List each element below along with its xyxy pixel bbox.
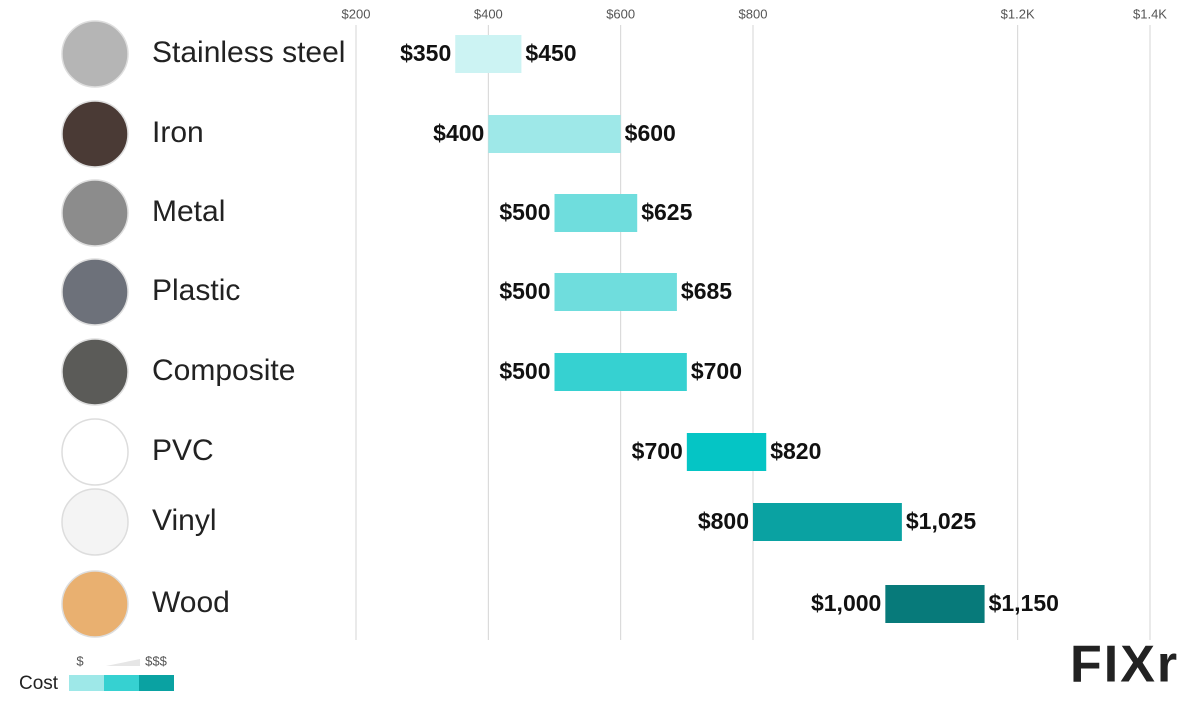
value-label: $1,025 — [906, 508, 977, 534]
material-icon — [61, 418, 129, 486]
x-tick-label: $1.2K — [1001, 6, 1035, 21]
value-label: $500 — [499, 199, 550, 225]
value-label: $400 — [433, 120, 484, 146]
legend-swatch — [104, 675, 139, 691]
category-label: PVC — [152, 434, 214, 467]
x-tick-label: $400 — [474, 6, 503, 21]
value-label: $685 — [681, 278, 732, 304]
logo: FIXr — [1070, 636, 1179, 694]
bar — [753, 503, 902, 541]
material-icon — [61, 488, 129, 556]
material-icon — [61, 100, 129, 168]
legend-swatch — [69, 675, 104, 691]
value-label: $1,150 — [989, 590, 1059, 616]
bar — [488, 115, 621, 153]
value-label: $700 — [632, 438, 683, 464]
material-icon — [61, 570, 129, 638]
x-tick-label: $800 — [739, 6, 768, 21]
value-label: $450 — [525, 40, 576, 66]
bar — [686, 433, 767, 471]
legend-min: $ — [76, 653, 84, 668]
material-icon — [61, 179, 129, 247]
legend-wedge — [106, 659, 140, 666]
value-label: $820 — [770, 438, 821, 464]
legend-swatch — [139, 675, 174, 691]
category-label: Iron — [152, 116, 204, 149]
bar — [455, 35, 522, 73]
value-label: $500 — [499, 278, 550, 304]
bar — [885, 585, 985, 623]
material-icon — [61, 258, 129, 326]
category-label: Metal — [152, 195, 225, 228]
category-label: Wood — [152, 586, 230, 619]
legend-max: $$$ — [145, 653, 167, 668]
x-tick-label: $200 — [342, 6, 371, 21]
category-label: Stainless steel — [152, 36, 345, 69]
material-icon — [61, 20, 129, 88]
value-label: $1,000 — [811, 590, 881, 616]
category-label: Vinyl — [152, 504, 216, 537]
material-icon — [61, 338, 129, 406]
bar — [554, 194, 638, 232]
value-label: $625 — [641, 199, 692, 225]
value-label: $500 — [499, 358, 550, 384]
legend-title: Cost — [19, 673, 59, 694]
bar — [554, 273, 677, 311]
value-label: $700 — [691, 358, 742, 384]
value-label: $600 — [625, 120, 676, 146]
bar — [554, 353, 687, 391]
value-label: $350 — [400, 40, 451, 66]
category-label: Plastic — [152, 274, 240, 307]
x-tick-label: $600 — [606, 6, 635, 21]
value-label: $800 — [698, 508, 749, 534]
category-label: Composite — [152, 354, 295, 387]
x-tick-label: $1.4K — [1133, 6, 1167, 21]
